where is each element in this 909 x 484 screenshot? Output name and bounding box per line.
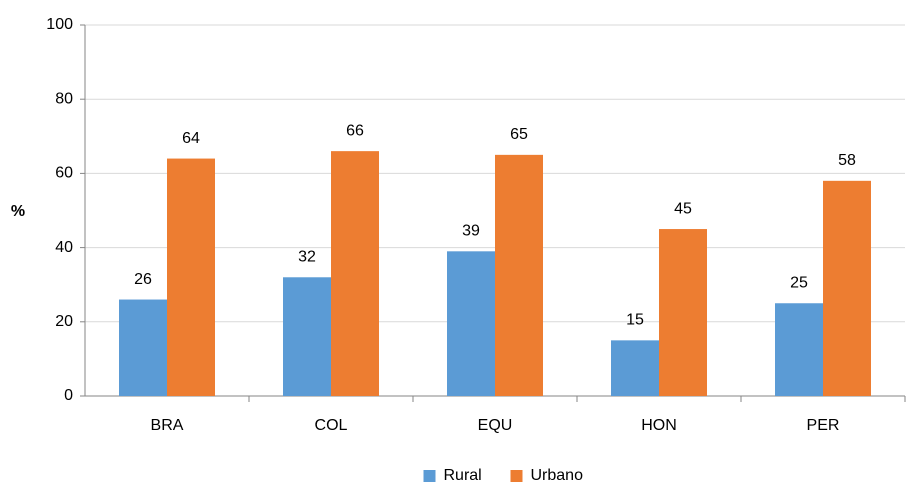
legend-swatch: [510, 470, 523, 482]
data-label: 32: [298, 248, 316, 265]
bar: [775, 303, 823, 396]
bar: [659, 229, 707, 396]
bar: [167, 158, 215, 396]
data-label: 65: [510, 126, 528, 143]
data-label: 66: [346, 122, 364, 139]
bar: [495, 154, 543, 396]
x-tick-label: EQU: [478, 417, 513, 434]
y-tick-label: 0: [64, 387, 73, 404]
data-label: 39: [462, 223, 480, 240]
bar: [283, 277, 331, 396]
bar: [447, 251, 495, 396]
x-tick-label: COL: [315, 417, 348, 434]
legend-label: Rural: [444, 467, 482, 484]
legend-label: Urbano: [531, 467, 584, 484]
data-label: 45: [674, 200, 692, 217]
bar: [331, 151, 379, 396]
bar: [823, 180, 871, 396]
x-tick-label: PER: [807, 417, 840, 434]
x-tick-label: HON: [641, 417, 677, 434]
y-tick-label: 100: [46, 16, 73, 33]
y-tick-label: 80: [55, 90, 73, 107]
bar: [119, 299, 167, 396]
y-tick-label: 40: [55, 239, 73, 256]
x-tick-label: BRA: [151, 417, 184, 434]
y-tick-label: 20: [55, 313, 73, 330]
bar: [611, 340, 659, 396]
data-label: 15: [626, 312, 644, 329]
y-axis-label: %: [11, 203, 25, 220]
data-label: 58: [838, 152, 856, 169]
data-label: 64: [182, 130, 200, 147]
legend-swatch: [423, 470, 436, 482]
data-label: 25: [790, 274, 808, 291]
data-label: 26: [134, 271, 152, 288]
y-tick-label: 60: [55, 165, 73, 182]
